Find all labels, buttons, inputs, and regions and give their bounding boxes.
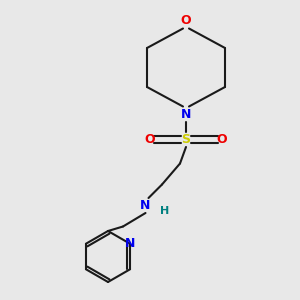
- Text: O: O: [145, 133, 155, 146]
- Text: N: N: [125, 237, 135, 250]
- Text: N: N: [140, 199, 151, 212]
- Text: N: N: [181, 107, 191, 121]
- Text: O: O: [181, 14, 191, 28]
- Text: S: S: [182, 133, 190, 146]
- Text: H: H: [160, 206, 169, 217]
- Text: O: O: [217, 133, 227, 146]
